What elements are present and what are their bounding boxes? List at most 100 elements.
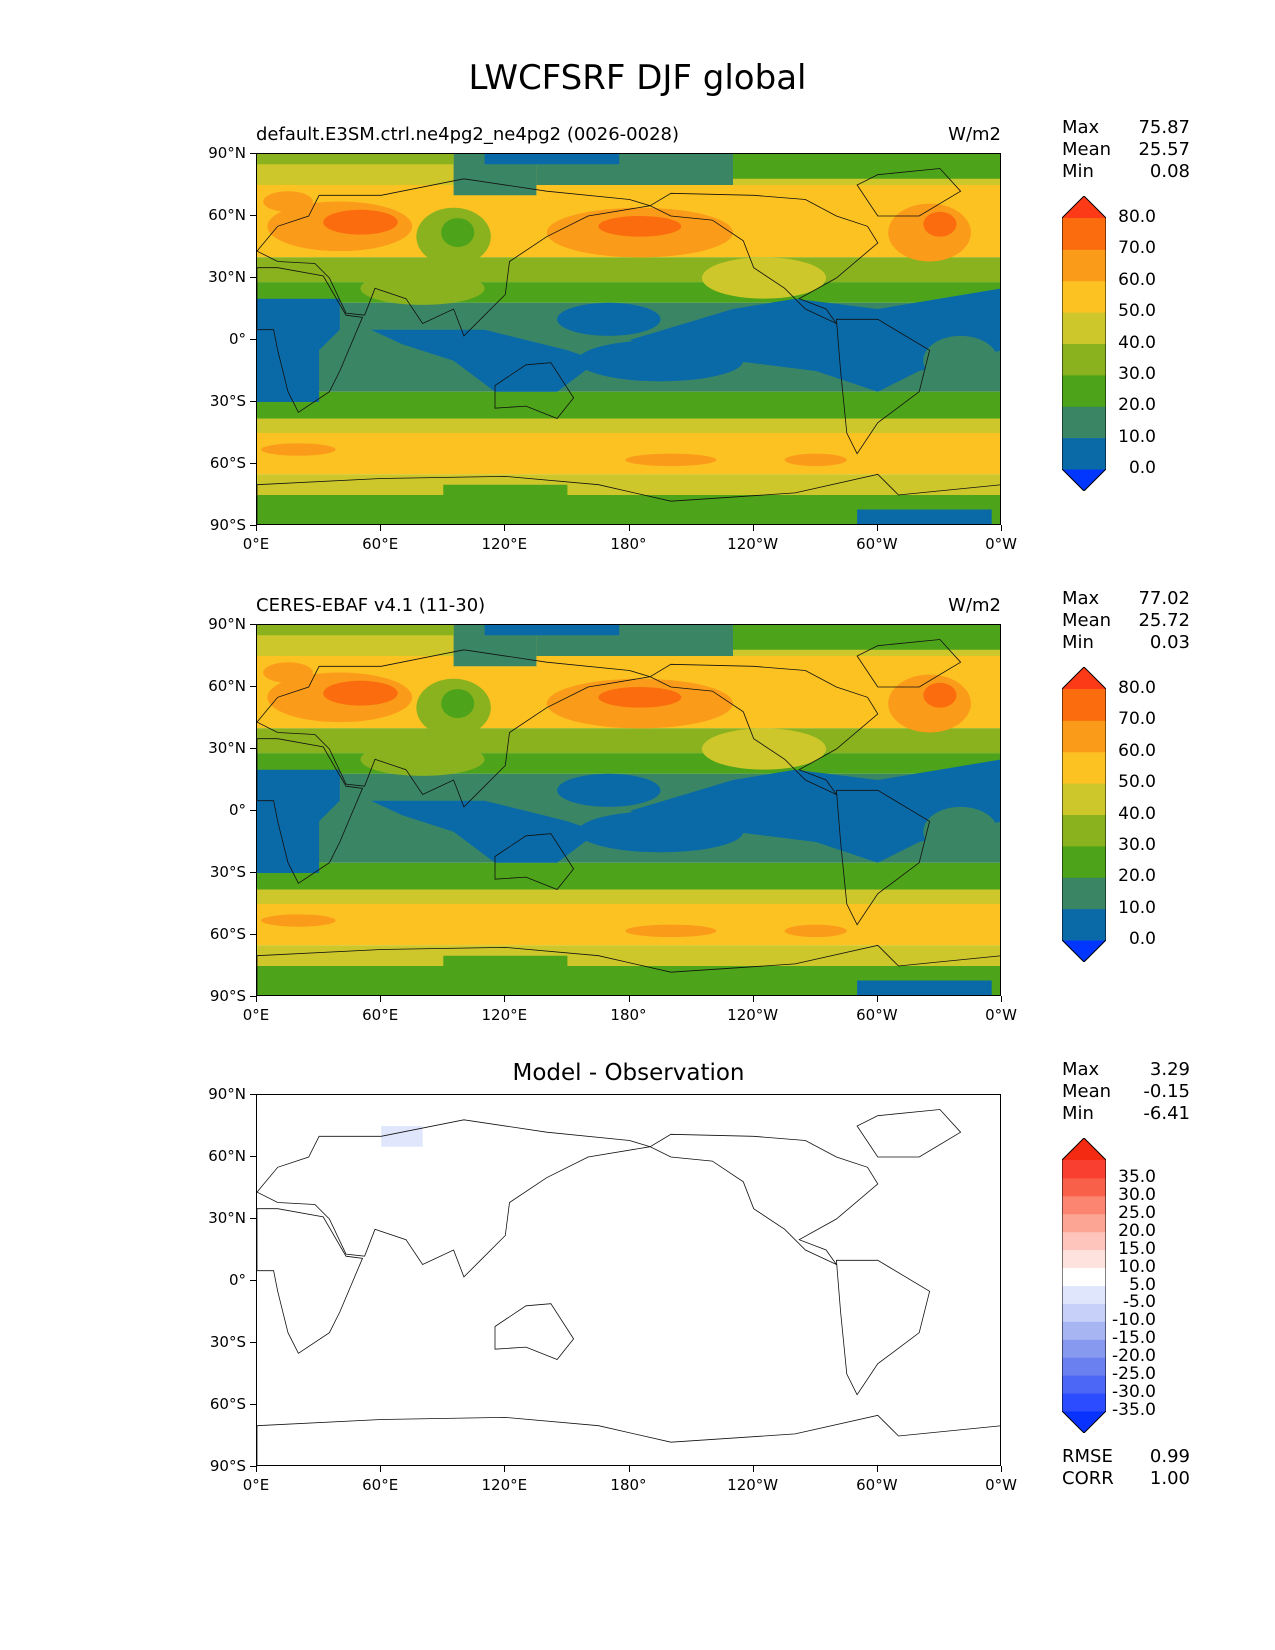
panel-2-stats: Max 77.02 Mean 25.72 Min 0.03 [1062,588,1190,654]
lon-tick-label: 60°W [856,1476,898,1494]
coastline [494,833,575,890]
colorbar-extend-high [1062,667,1106,689]
field-region [598,687,682,708]
lat-tick-mark [250,525,256,526]
colorbar-tick-label: -35.0 [1112,1400,1156,1420]
coastline [257,473,1000,524]
colorbar-tick-label: 50.0 [1118,772,1156,793]
lon-tick-label: 0°W [985,535,1017,553]
field-region [784,924,847,938]
colorbar-extend-high [1062,196,1106,218]
colorbar-tick-label: -10.0 [1112,1310,1156,1331]
lat-tick-mark [250,810,256,811]
lon-tick-mark [1001,525,1002,531]
panel-1-units: W/m2 [948,124,1001,145]
panel-1-map [256,153,1001,525]
field-region [257,625,454,636]
lon-tick-mark [752,996,754,1002]
colorbar-segment [1062,720,1106,753]
lon-tick-label: 0°W [985,1006,1017,1024]
lon-tick-mark [504,1466,506,1472]
map-canvas-2 [257,625,1000,995]
lat-tick-mark [250,463,256,464]
field-region [784,453,847,467]
figure-title: LWCFSRF DJF global [468,58,807,98]
field-region [441,689,475,718]
colorbar-segment [1062,1375,1106,1394]
coastline [257,1119,651,1278]
field-region [857,980,992,995]
lon-tick-label: 120°W [727,1006,779,1024]
lon-tick-label: 120°E [481,1006,528,1024]
colorbar-segment [1062,908,1106,941]
colorbar-segment [1062,1160,1106,1179]
coastline [856,1109,962,1158]
stat-value: 25.72 [1138,610,1190,631]
field-region [923,806,998,857]
lat-tick-label: 0° [228,330,246,348]
lat-tick-mark [250,996,256,997]
coastlines [257,1109,1000,1465]
stat-label: Max [1062,588,1100,609]
field-region [857,509,992,524]
stat-label: Mean [1062,610,1112,631]
colorbar-tick-label: 15.0 [1118,1238,1156,1259]
coastline [257,649,651,808]
colorbar-tick-label: 70.0 [1118,709,1156,730]
lat-tick-label: 60°S [209,925,246,943]
colorbar-segment [1062,1213,1106,1233]
colorbar-tick-label: 60.0 [1118,269,1156,290]
lat-tick-label: 60°S [209,1395,246,1413]
lat-tick-mark [250,277,256,278]
lat-tick-label: 90°N [208,615,246,633]
stat-value: 0.03 [1149,632,1190,653]
map-canvas-3 [257,1095,1000,1465]
field-band [257,728,1000,754]
stat-value: 77.02 [1138,588,1190,609]
colorbar-tick-label: 80.0 [1118,678,1156,698]
lat-tick-mark [250,686,256,687]
field-region [261,914,336,927]
colorbar-segment [1062,343,1106,376]
colorbar-segment [1062,1339,1106,1358]
field-region [484,154,620,165]
difference-anomaly [381,1126,423,1147]
stat-value: 0.08 [1149,161,1190,182]
coastlines [257,639,1000,995]
colorbar-segment [1062,437,1106,470]
colorbar-segment [1062,406,1106,439]
stat-value: 3.29 [1149,1059,1190,1080]
field-region [625,924,717,938]
colorbar-tick-label: -15.0 [1112,1328,1156,1349]
panel-1-title: default.E3SM.ctrl.ne4pg2_ne4pg2 (0026-00… [256,124,679,145]
colorbar-segment [1062,783,1106,815]
lat-tick-label: 30°N [208,268,246,286]
lon-tick-label: 120°W [727,535,779,553]
colorbar-segment [1062,877,1106,910]
colorbar-tick-label: 35.0 [1118,1166,1156,1187]
field-region [625,453,717,467]
panel-3-stats: Max 3.29 Mean -0.15 Min -6.41 [1062,1059,1190,1125]
colorbar-tick-label: 25.0 [1118,1202,1156,1223]
coastline [856,639,962,688]
field-region [453,625,537,667]
panel-3-footer-stats: RMSE 0.99 CORR 1.00 [1062,1446,1190,1490]
lat-tick-mark [250,215,256,216]
lat-tick-label: 30°S [209,1333,246,1351]
lon-tick-label: 0°E [242,1476,270,1494]
field-region [443,955,568,995]
lon-tick-mark [504,996,506,1002]
colorbar-tick-label: 20.0 [1118,866,1156,887]
lat-tick-mark [250,339,256,340]
colorbar-tick-label: 10.0 [1118,897,1156,918]
colorbar-segment [1062,1303,1106,1322]
lat-tick-label: 0° [228,801,246,819]
coastline [856,168,962,217]
coastline [257,944,1000,995]
stat-value: 1.00 [1149,1468,1190,1489]
field-region [557,773,661,807]
field-region [923,682,957,708]
stat-value: 25.57 [1138,139,1190,160]
lon-tick-label: 120°E [481,535,528,553]
coastline [649,663,879,796]
